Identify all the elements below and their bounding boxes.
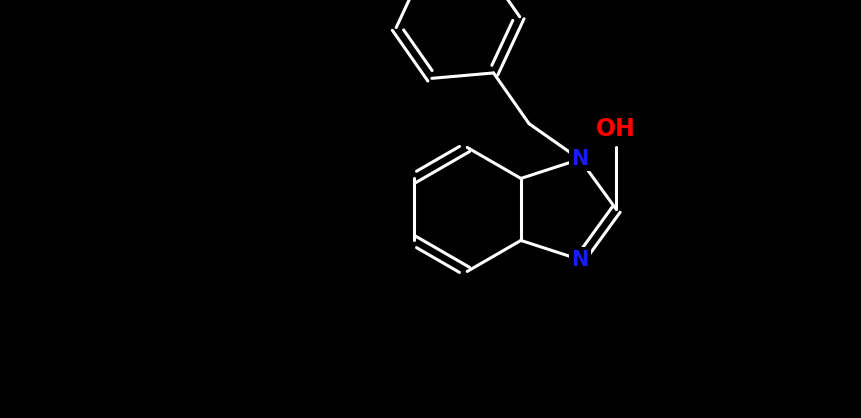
Text: N: N	[571, 250, 589, 270]
Text: N: N	[571, 149, 589, 169]
Text: OH: OH	[597, 117, 636, 140]
